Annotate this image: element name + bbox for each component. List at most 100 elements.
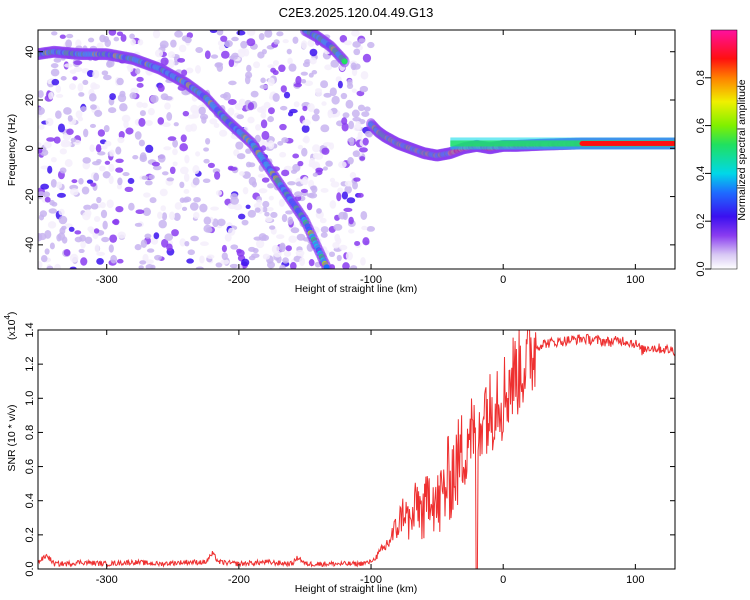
noise-cell	[59, 167, 67, 174]
noise-cell	[88, 93, 97, 102]
colorbar-tick-label: 0.4	[695, 166, 707, 181]
noise-cell	[66, 128, 74, 135]
noise-cell	[221, 252, 228, 261]
noise-cell	[287, 57, 293, 65]
noise-cell	[280, 85, 287, 93]
snr-exponent-label: (x104)	[3, 312, 18, 340]
noise-cell	[89, 144, 95, 153]
noise-cell	[240, 40, 248, 49]
noise-cell	[55, 110, 62, 119]
noise-cell	[315, 167, 324, 173]
noise-cell	[289, 262, 297, 269]
noise-cell	[276, 234, 285, 240]
noise-cell	[287, 181, 296, 186]
noise-cell	[255, 124, 262, 131]
noise-cell	[59, 34, 66, 39]
noise-cell	[357, 104, 366, 112]
noise-cell	[159, 188, 168, 197]
noise-cell	[82, 79, 89, 86]
noise-cell	[295, 75, 302, 85]
noise-cell	[346, 78, 353, 86]
noise-cell	[367, 41, 375, 49]
noise-cell	[179, 143, 189, 152]
noise-cell	[315, 88, 323, 93]
noise-cell	[158, 219, 167, 229]
noise-cell	[286, 48, 292, 55]
noise-cell	[75, 110, 83, 119]
noise-cell	[350, 62, 357, 71]
noise-cell	[109, 93, 116, 100]
noise-cell	[258, 33, 265, 41]
noise-cell	[320, 232, 328, 238]
noise-cell	[277, 141, 284, 146]
noise-cell	[81, 186, 90, 195]
noise-cell	[120, 34, 127, 42]
noise-cell	[51, 78, 60, 86]
noise-cell	[161, 212, 168, 221]
noise-cell	[68, 83, 76, 90]
noise-cell	[90, 82, 98, 90]
noise-cell	[166, 243, 173, 252]
noise-cell	[302, 105, 308, 112]
noise-cell	[194, 64, 202, 74]
noise-cell	[247, 209, 257, 218]
snr-y-tick-label: 1.0	[24, 391, 36, 406]
noise-cell	[74, 230, 82, 235]
noise-cell	[337, 80, 343, 89]
noise-cell	[210, 54, 219, 59]
noise-cell	[49, 242, 55, 250]
noise-cell	[293, 101, 300, 108]
noise-cell	[321, 147, 330, 155]
noise-cell	[344, 185, 352, 194]
noise-cell	[285, 210, 293, 215]
noise-cell	[101, 236, 110, 243]
noise-cell	[350, 265, 358, 269]
noise-cell	[99, 34, 106, 43]
noise-cell	[78, 92, 85, 97]
noise-cell	[359, 85, 369, 93]
noise-cell	[199, 241, 209, 247]
noise-cell	[230, 244, 239, 250]
noise-cell	[115, 146, 122, 155]
noise-cell	[256, 199, 262, 206]
noise-cell	[236, 153, 246, 160]
noise-cell	[279, 151, 287, 158]
noise-cell	[236, 114, 244, 120]
noise-cell	[56, 233, 62, 242]
noise-cell	[215, 190, 223, 196]
noise-cell	[206, 227, 213, 233]
noise-cell	[273, 39, 280, 45]
noise-cell	[282, 39, 289, 44]
noise-cell	[342, 262, 350, 269]
track-band-peak	[670, 140, 675, 146]
noise-cell	[229, 55, 238, 60]
noise-cell	[93, 172, 100, 182]
noise-cell	[116, 258, 124, 264]
noise-cell	[108, 175, 114, 185]
noise-cell	[84, 209, 92, 218]
noise-cell	[242, 186, 249, 195]
noise-cell	[144, 180, 153, 186]
noise-cell	[179, 166, 189, 175]
noise-cell	[364, 130, 372, 137]
noise-cell	[348, 229, 355, 234]
noise-cell	[192, 177, 200, 186]
noise-cell	[157, 84, 165, 92]
noise-cell	[108, 244, 114, 253]
noise-cell	[178, 44, 187, 53]
noise-cell	[224, 40, 233, 48]
noise-cell	[348, 120, 355, 130]
noise-cell	[260, 77, 266, 84]
noise-cell	[312, 172, 318, 177]
noise-cell	[134, 244, 142, 251]
noise-cell	[146, 248, 155, 253]
noise-cell	[87, 37, 95, 43]
noise-cell	[341, 117, 348, 125]
noise-cell	[209, 118, 218, 125]
noise-cell	[267, 116, 274, 123]
noise-cell	[276, 31, 284, 37]
noise-cell	[128, 202, 135, 211]
noise-cell	[38, 106, 45, 115]
noise-cell	[268, 195, 274, 201]
noise-cell	[349, 172, 357, 179]
